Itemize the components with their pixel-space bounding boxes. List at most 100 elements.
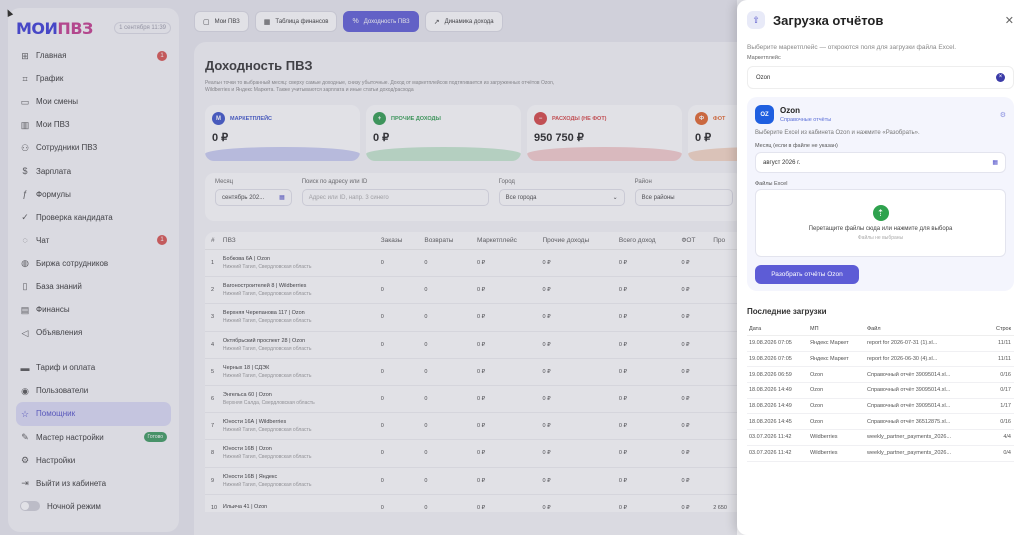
- modal-backdrop[interactable]: [0, 0, 737, 535]
- row-number: 10: [211, 504, 218, 511]
- district-select[interactable]: Все районы: [634, 189, 733, 206]
- percent-icon: %: [352, 18, 359, 25]
- column-header[interactable]: Маркетплейс: [477, 237, 517, 244]
- kpi-card: − РАСХОДЫ (НЕ ФОТ) 950 750 ₽: [527, 105, 682, 161]
- recent-file: Справочный отчёт 39095014.xl...: [867, 403, 951, 410]
- sidebar-item[interactable]: $ Зарплата: [16, 159, 171, 182]
- table-row[interactable]: 1 Бобкова 6А | Ozon Нижний Тагил, Свердлов…: [205, 250, 743, 278]
- sidebar-item[interactable]: ▥ Мои ПВЗ: [16, 113, 171, 136]
- recent-row[interactable]: 18.08.2026 14:49 Ozon Справочный отчёт 390…: [747, 383, 1014, 399]
- clear-icon[interactable]: ×: [996, 73, 1005, 82]
- recent-row[interactable]: 19.08.2026 07:05 Яндекс Маркет report for …: [747, 352, 1014, 368]
- night-mode-toggle[interactable]: Ночной режим: [16, 495, 171, 518]
- tab[interactable]: ↗ Динамика дохода: [424, 11, 503, 32]
- cell-other: 0 ₽: [542, 341, 551, 348]
- recent-mp: Ozon: [810, 371, 824, 378]
- sidebar-item[interactable]: ⊞ Главная 1: [16, 44, 171, 67]
- column-header[interactable]: ФОТ: [681, 237, 696, 244]
- sidebar-item[interactable]: ◍ Биржа сотрудников: [16, 252, 171, 275]
- sidebar-item[interactable]: ◉ Пользователи: [16, 379, 171, 402]
- file-dropzone[interactable]: ⇡ Перетащите файлы сюда или нажмите для …: [755, 189, 1006, 257]
- recent-row[interactable]: 03.07.2026 11:42 Wildberries weekly_partne…: [747, 446, 1014, 462]
- sidebar-item[interactable]: ▭ Мои смены: [16, 90, 171, 113]
- pvz-cell: Верхняя Черепанова 117 | Ozon Нижний Таги…: [223, 310, 381, 324]
- calendar-icon: ▭: [20, 96, 30, 107]
- tab[interactable]: % Доходность ПВЗ: [343, 11, 419, 32]
- recent-row[interactable]: 03.07.2026 11:42 Wildberries weekly_partne…: [747, 430, 1014, 446]
- recent-row[interactable]: 18.08.2026 14:45 Ozon Справочный отчёт 365…: [747, 414, 1014, 431]
- recent-file: weekly_partner_payments_2026...: [867, 434, 952, 441]
- row-number: 3: [211, 314, 215, 321]
- card-icon: ▬: [20, 362, 30, 373]
- column-header[interactable]: ПВЗ: [222, 237, 236, 244]
- sidebar-item[interactable]: ▬ Тариф и оплата: [16, 356, 171, 379]
- table-header: # ПВЗ Заказы Возвраты Маркетплейс Прочие дохо…: [205, 232, 743, 250]
- sidebar-item[interactable]: ▯ База знаний: [16, 275, 171, 298]
- settings-icon[interactable]: ⚙: [999, 111, 1006, 119]
- trend-icon: ↗: [433, 18, 440, 26]
- cell-other: 0 ₽: [542, 396, 551, 403]
- sidebar-item[interactable]: ✓ Проверка кандидата: [16, 206, 171, 229]
- sidebar-item[interactable]: ✎ Мастер настройки Готово: [16, 426, 171, 449]
- city-select[interactable]: Все города ⌄: [498, 189, 625, 206]
- pvz-cell: Юности 16В | Ozon Нижний Тагил, Свердловс…: [223, 446, 381, 460]
- table-row[interactable]: 9 Юности 16В | Яндекс Нижний Тагил, Свердл…: [205, 468, 743, 495]
- sidebar-header: МОИПВЗ 1 сентября 11:39: [16, 18, 171, 38]
- logo[interactable]: МОИПВЗ: [16, 19, 93, 38]
- sidebar-item[interactable]: ◌ Чат 1: [16, 229, 171, 252]
- page-description: Реальн точки то выбранный месяц: сверху …: [205, 80, 555, 93]
- column-header[interactable]: Всего доход: [618, 237, 656, 244]
- wallet-icon: ▤: [20, 304, 30, 315]
- cell-mp: 0 ₽: [477, 341, 486, 348]
- cell-other: 0 ₽: [542, 260, 551, 267]
- column-header[interactable]: Про: [713, 237, 726, 244]
- table-row[interactable]: 3 Верхняя Черепанова 117 | Ozon Нижний Таг…: [205, 304, 743, 332]
- column-header[interactable]: Заказы: [380, 237, 403, 244]
- table-row[interactable]: 6 Энгельса 60 | Ozon Верхняя Салда, Свердл…: [205, 386, 743, 414]
- sidebar-item[interactable]: ⚇ Сотрудники ПВЗ: [16, 136, 171, 159]
- recent-file: Справочный отчёт 39095014.xl...: [867, 371, 951, 378]
- cell-mp: 0 ₽: [477, 477, 486, 484]
- search-input[interactable]: Адрес или ID, напр. 3 синего: [301, 189, 489, 206]
- column-header[interactable]: Возвраты: [424, 237, 454, 244]
- table-row[interactable]: 5 Черных 18 | СДЭК Нижний Тагил, Свердловс…: [205, 359, 743, 386]
- row-number: 4: [211, 341, 215, 348]
- row-number: 8: [211, 450, 215, 457]
- sidebar-item[interactable]: ⌗ График: [16, 67, 171, 90]
- recent-row[interactable]: 19.08.2026 07:05 Яндекс Маркет report for …: [747, 336, 1014, 352]
- recent-row[interactable]: 18.08.2026 14:49 Ozon Справочный отчёт 390…: [747, 399, 1014, 415]
- sidebar-item[interactable]: ☆ Помощник: [16, 402, 171, 426]
- month-filter: Месяц сентябрь 202... ▦: [215, 179, 292, 215]
- recent-column-header: Дата: [749, 325, 762, 332]
- tab[interactable]: ▦ Таблица финансов: [254, 11, 338, 32]
- recent-rows: 11/11: [998, 340, 1011, 347]
- column-header[interactable]: #: [211, 237, 215, 244]
- month-filter-input[interactable]: сентябрь 202... ▦: [215, 189, 292, 206]
- recent-date: 18.08.2026 14:45: [749, 418, 792, 425]
- sidebar-item[interactable]: ▤ Финансы: [16, 298, 171, 321]
- close-icon[interactable]: ✕: [1004, 14, 1014, 27]
- table-row[interactable]: 10 Ильича 41 | Ozon 0 0 0 ₽ 0 ₽ 0 ₽ 0 ₽ 2 650: [205, 495, 743, 512]
- sidebar-item[interactable]: ⇥ Выйти из кабинета: [16, 472, 171, 495]
- month-field[interactable]: август 2026 г. ▦: [755, 152, 1006, 173]
- cell-returns: 0: [424, 341, 428, 348]
- table-row[interactable]: 4 Октябрьский проспект 28 | Ozon Нижний Та…: [205, 332, 743, 359]
- toggle-switch[interactable]: [20, 501, 40, 512]
- parse-reports-button[interactable]: Разобрать отчёты Ozon: [755, 265, 859, 284]
- column-header[interactable]: Прочие доходы: [542, 237, 590, 244]
- sidebar-item[interactable]: ◁ Объявления: [16, 321, 171, 344]
- sidebar-item-label: График: [36, 74, 64, 84]
- cell-mp: 0 ₽: [477, 314, 486, 321]
- page-title: Доходность ПВЗ: [205, 58, 313, 73]
- cell-mp: 0 ₽: [477, 450, 486, 457]
- recent-row[interactable]: 19.08.2026 06:59 Ozon Справочный отчёт 390…: [747, 367, 1014, 384]
- marketplace-select[interactable]: Ozon ×: [747, 66, 1014, 89]
- table-row[interactable]: 7 Юности 16А | Wildberries Нижний Тагил, С…: [205, 413, 743, 441]
- sidebar-item[interactable]: ƒ Формулы: [16, 183, 171, 206]
- tab[interactable]: ▢ Мои ПВЗ: [194, 11, 249, 32]
- sidebar-item[interactable]: ⚙ Настройки: [16, 449, 171, 472]
- sidebar-item-label: Сотрудники ПВЗ: [36, 143, 98, 153]
- table-row[interactable]: 2 Вагоностроителей 8 | Wildberries Нижний …: [205, 277, 743, 305]
- table-row[interactable]: 8 Юности 16В | Ozon Нижний Тагил, Свердлов…: [205, 440, 743, 468]
